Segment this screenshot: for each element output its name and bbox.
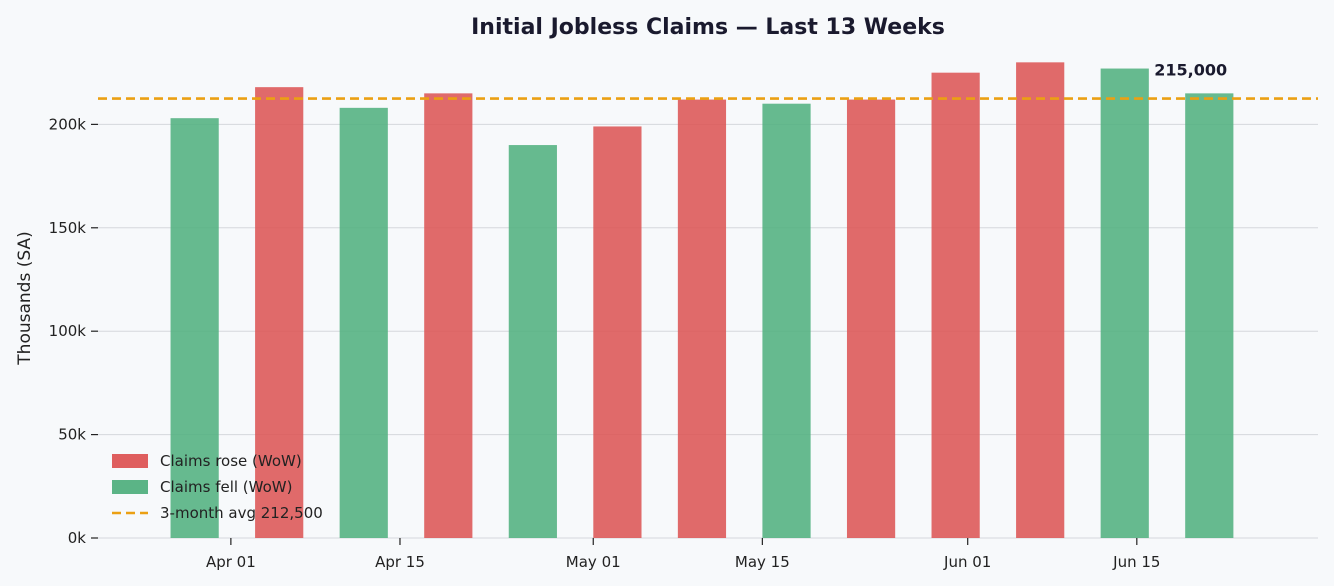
y-tick-label: 200k [49, 115, 87, 133]
bar-week-2025-04-19 [424, 93, 473, 539]
legend-label-avg: 3-month avg 212,500 [160, 504, 323, 522]
bar-week-2025-06-07 [1016, 62, 1065, 539]
bar-week-2025-04-26 [508, 145, 557, 538]
x-tick-label: May 15 [735, 553, 790, 571]
bar-week-2025-06-21 [1185, 93, 1234, 539]
bar-week-2025-05-10 [677, 99, 727, 538]
bars [170, 62, 1234, 539]
x-tick-label: Jun 01 [943, 553, 991, 571]
legend-label-fell: Claims fell (WoW) [160, 478, 292, 496]
y-tick-label: 100k [49, 322, 87, 340]
legend-swatch-rose [112, 454, 148, 468]
y-tick-label: 0k [68, 529, 87, 547]
bar-week-2025-05-31 [931, 72, 980, 539]
x-tick-label: Apr 15 [375, 553, 425, 571]
chart-title: Initial Jobless Claims — Last 13 Weeks [471, 15, 945, 40]
x-tick-label: Jun 15 [1112, 553, 1160, 571]
x-tick-label: May 01 [566, 553, 621, 571]
bar-week-2025-05-17 [762, 103, 811, 538]
bar-week-2025-06-14 [1100, 68, 1149, 538]
legend-label-rose: Claims rose (WoW) [160, 452, 302, 470]
bar-week-2025-05-03 [593, 126, 642, 538]
bar-week-2025-05-24 [846, 99, 896, 538]
legend: Claims rose (WoW) Claims fell (WoW) 3-mont… [112, 452, 323, 522]
x-tick-label: Apr 01 [206, 553, 256, 571]
y-tick-label: 50k [58, 426, 86, 444]
average-line-group: 215,000 [98, 60, 1318, 100]
y-axis-label: Thousands (SA) [15, 231, 35, 365]
bar-week-2025-04-05 [255, 87, 304, 538]
bar-week-2025-04-12 [339, 107, 388, 538]
legend-swatch-fell [112, 480, 148, 494]
y-tick-label: 150k [49, 219, 87, 237]
axes: 0k 50k 100k 150k 200k Apr 01 Apr 15 May 01 May 1… [49, 115, 1161, 571]
annotation-label: 215,000 [1154, 60, 1227, 79]
bar-week-2025-03-29 [170, 118, 219, 539]
